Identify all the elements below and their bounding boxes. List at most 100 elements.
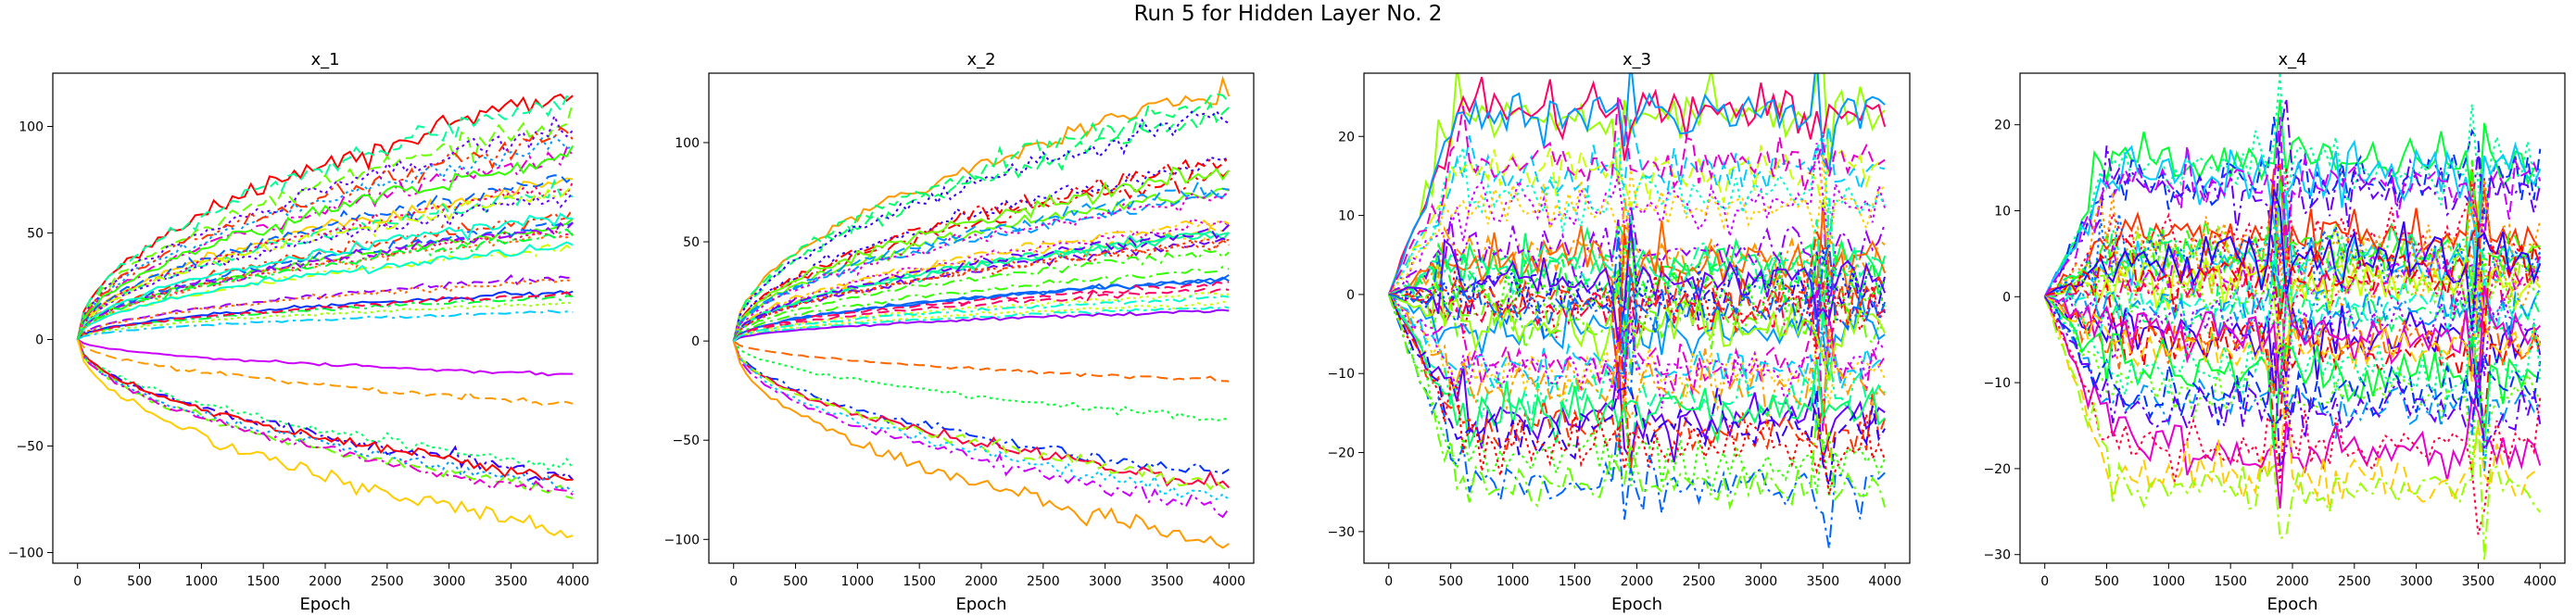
series-line [1388,282,1886,396]
series-line [732,218,1230,342]
series-line [733,340,1230,383]
series-line [732,340,1231,519]
x-tick-label: 0 [2040,574,2049,589]
series-line [732,187,1230,342]
x-tick-label: 1500 [2214,574,2247,589]
y-tick-label: −100 [8,547,44,561]
y-tick-label: 10 [1994,204,2011,219]
series-line [76,126,575,340]
series-line [732,340,1230,549]
series-line [76,221,574,340]
series-line [2044,285,2542,396]
series-group [76,93,575,539]
series-line [2044,281,2541,428]
x-tick-label: 500 [127,574,152,589]
series-line [2044,224,2542,334]
x-axis-label: Epoch [299,595,350,614]
series-line [2043,295,2542,479]
subplot-x-4: 0 500 1000 1500 2000 2500 3000 3500 4000 −30 −20 −1… [1983,50,2566,614]
series-line [2043,295,2541,510]
series-line [77,301,574,341]
series-line [732,180,1230,342]
y-tick-label: 20 [1994,119,2011,133]
series-line [2044,295,2542,425]
series-line [1388,286,1887,432]
series-line [2043,295,2542,509]
x-tick-label: 3500 [1806,574,1839,589]
x-tick-label: 1500 [246,574,280,589]
series-line [76,339,574,539]
y-tick-label: 100 [675,136,700,151]
x-tick-label: 4000 [556,574,589,589]
series-line [77,338,574,377]
series-line [1388,251,1887,327]
series-line [2043,295,2542,471]
series-line [1388,220,1887,302]
series-line [2044,185,2542,328]
series-line [1387,294,1886,549]
series-line [732,93,1231,342]
x-tick-label: 500 [783,574,808,589]
series-line [1388,294,1886,408]
series-line [2044,255,2541,362]
y-tick-label: 20 [1338,130,1355,145]
series-line [732,238,1230,342]
series-line [76,273,574,341]
series-line [76,94,574,340]
x-tick-label: 2000 [1621,574,1654,589]
series-line [76,278,574,341]
series-line [1388,133,1887,295]
series-line [76,339,574,499]
y-tick-label: 100 [19,120,44,135]
series-line [732,281,1230,342]
x-tick-label: 2000 [965,574,998,589]
series-line [2043,295,2542,471]
series-line [1387,73,1886,295]
series-line [1388,231,1887,389]
series-line [733,287,1230,342]
series-line [76,339,574,493]
series-line [76,338,574,407]
series-line [732,340,1230,474]
y-tick-label: 0 [1346,288,1355,303]
x-tick-label: 1500 [903,574,936,589]
y-tick-label: −10 [1327,367,1355,382]
series-line [76,184,574,340]
series-line [2043,295,2542,561]
x-tick-label: 2500 [1027,574,1060,589]
x-tick-label: 3500 [1151,574,1184,589]
series-line [1387,294,1886,450]
series-line [1388,202,1887,333]
series-line [1388,255,1887,382]
subplot-title: x_2 [966,50,995,69]
series-line [732,340,1231,489]
y-tick-label: 50 [27,227,44,242]
series-line [76,339,575,471]
series-line [1388,248,1887,346]
y-tick-label: 10 [1338,209,1355,224]
series-line [1387,294,1887,469]
series-line [2044,159,2541,299]
subplot-title: x_3 [1623,50,1651,69]
x-tick-label: 4000 [2523,574,2557,589]
subplot-title: x_1 [310,50,339,69]
x-tick-label: 3500 [495,574,528,589]
series-line [76,101,575,340]
series-line [2044,241,2542,312]
series-line [2043,117,2542,297]
series-line [2044,273,2542,346]
series-line [76,134,574,340]
series-line [732,340,1230,422]
y-tick-label: −10 [1983,376,2011,391]
series-line [76,339,574,496]
x-tick-label: 1000 [2153,574,2186,589]
series-line [733,295,1230,342]
series-line [76,228,575,340]
series-line [2043,73,2542,297]
x-tick-label: 3000 [1089,574,1122,589]
series-line [1388,154,1886,295]
series-line [76,145,575,340]
series-line [732,340,1230,501]
axes-frame [52,72,599,564]
